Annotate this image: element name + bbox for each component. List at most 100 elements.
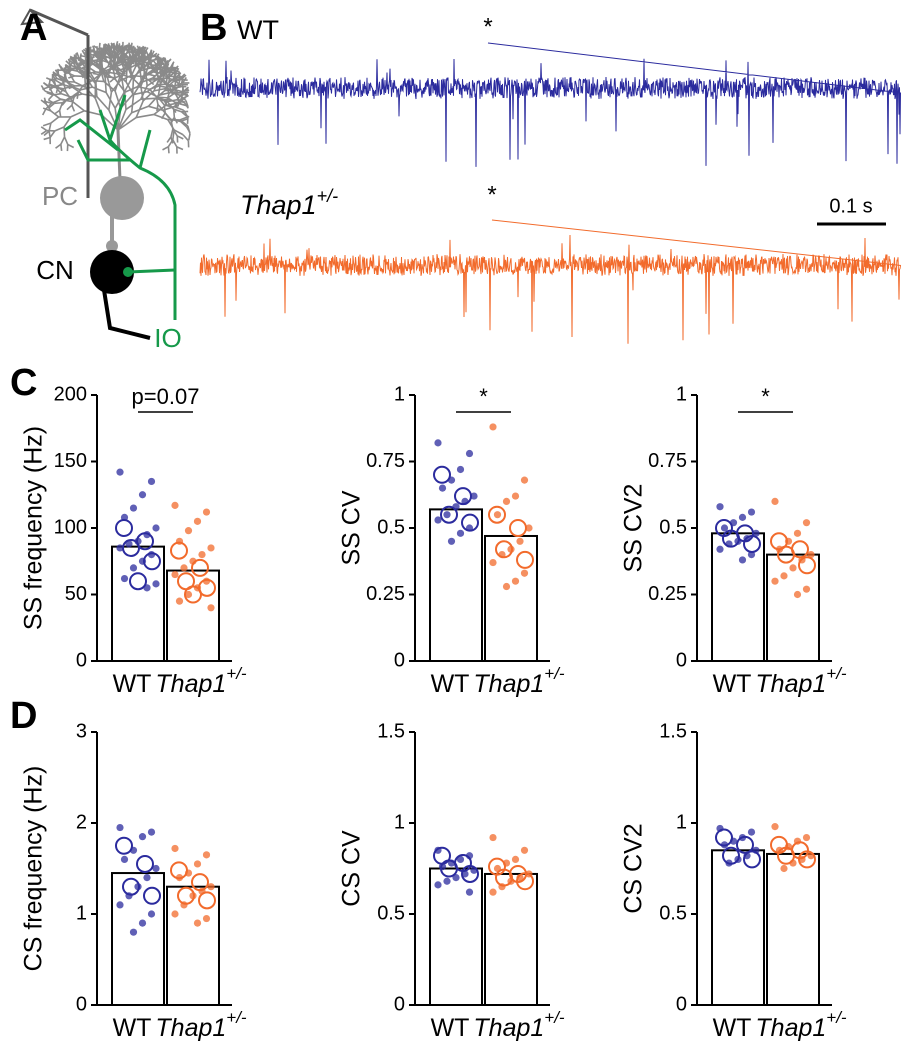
y-axis-label: CS frequency (Hz)	[20, 766, 48, 972]
dendrite	[180, 74, 187, 81]
cell-dot	[470, 492, 478, 500]
dendrite	[107, 71, 118, 75]
dendrite	[44, 90, 53, 95]
dendrite	[123, 91, 127, 110]
dendrite	[174, 105, 184, 111]
dendrite	[60, 98, 73, 103]
dendrite	[104, 77, 107, 93]
category-superscript: +/-	[826, 1008, 847, 1027]
cell-dot	[465, 449, 474, 458]
collateral	[127, 268, 176, 274]
y-tick-label: 1	[676, 383, 687, 405]
cell-dot	[511, 577, 520, 585]
bar	[111, 545, 165, 662]
dendrite	[148, 79, 155, 86]
x-tick-label: Thap1+/-	[473, 664, 565, 697]
animal-mean	[743, 534, 761, 553]
dendrite	[41, 108, 47, 116]
category-name: Thap1	[473, 1014, 544, 1042]
cell-dot	[525, 524, 533, 532]
y-tick-label: 0.5	[377, 516, 405, 538]
dendrite	[88, 61, 97, 67]
label-cn: CN	[36, 255, 74, 285]
dendrite	[40, 84, 46, 92]
dendrite	[100, 48, 104, 55]
dendrite	[167, 139, 174, 148]
dendrite	[122, 62, 129, 70]
dendrite	[125, 81, 135, 96]
animal-mean	[129, 572, 147, 591]
dendrite	[119, 56, 124, 64]
dendrite	[182, 91, 189, 97]
animal-mean	[184, 585, 202, 604]
panel-label: A	[20, 7, 47, 49]
dendrite	[115, 55, 123, 62]
cell-dot	[147, 910, 156, 918]
dendrite	[92, 86, 107, 94]
category-name: Thap1	[155, 670, 226, 698]
dendrite	[187, 125, 191, 135]
cell-dot	[747, 508, 756, 516]
dendrite	[144, 68, 154, 76]
cell-dot	[120, 855, 129, 864]
dendrite	[81, 49, 87, 57]
dendrite	[42, 107, 52, 112]
dendrite	[139, 60, 144, 71]
dendrite	[52, 71, 59, 77]
dendrite	[99, 55, 107, 61]
dendrite	[141, 57, 147, 66]
dendrite	[136, 113, 155, 119]
cell-dot	[184, 590, 193, 599]
y-tick-label: 0.25	[366, 583, 405, 605]
cell-dot	[489, 888, 497, 896]
cell-dot	[129, 504, 138, 512]
dendrite	[181, 84, 185, 92]
dendrite	[157, 96, 168, 99]
dendrite	[89, 54, 94, 61]
dendrite	[185, 100, 189, 108]
dendrite	[141, 65, 146, 76]
animal-mean	[495, 868, 513, 887]
dendrite	[88, 66, 97, 73]
dendrite	[170, 63, 174, 70]
y-axis-label: SS CV	[338, 490, 366, 565]
schematic	[20, 8, 177, 340]
dendrite	[140, 67, 151, 72]
dendrite	[162, 78, 170, 86]
dendrite	[51, 85, 59, 88]
dendrite	[128, 47, 134, 54]
dendrite	[142, 90, 155, 102]
cell-dot	[184, 527, 193, 535]
dendrite	[46, 91, 54, 96]
dendrite	[105, 43, 110, 51]
dendrite	[130, 55, 138, 61]
dendrite	[127, 53, 132, 61]
animal-mean	[798, 850, 816, 869]
cell-dot	[434, 881, 442, 889]
dendrite	[58, 102, 64, 111]
cell-dot	[152, 524, 160, 532]
cell-dot	[171, 844, 179, 853]
dendrite	[91, 49, 98, 56]
cell-dot	[789, 564, 797, 572]
dendrite	[115, 69, 124, 76]
pc-soma	[100, 176, 144, 220]
scale-bar-label: 0.1 s	[829, 195, 872, 217]
dendrite	[116, 73, 127, 83]
trace-label: WT	[237, 15, 279, 45]
cn-axon	[102, 289, 151, 340]
dendrite	[65, 91, 74, 103]
dendrite	[179, 115, 190, 121]
dendrite	[43, 100, 52, 105]
dendrite	[78, 58, 86, 65]
dendrite	[114, 92, 125, 109]
bar	[484, 534, 538, 662]
dendrite	[43, 136, 51, 141]
dendrite	[177, 96, 187, 104]
dendrite	[108, 52, 112, 60]
cell-dot	[456, 529, 465, 537]
dendrite	[78, 68, 84, 77]
dendrite	[167, 98, 178, 103]
dendrite	[111, 64, 117, 71]
dendrite	[179, 120, 188, 128]
